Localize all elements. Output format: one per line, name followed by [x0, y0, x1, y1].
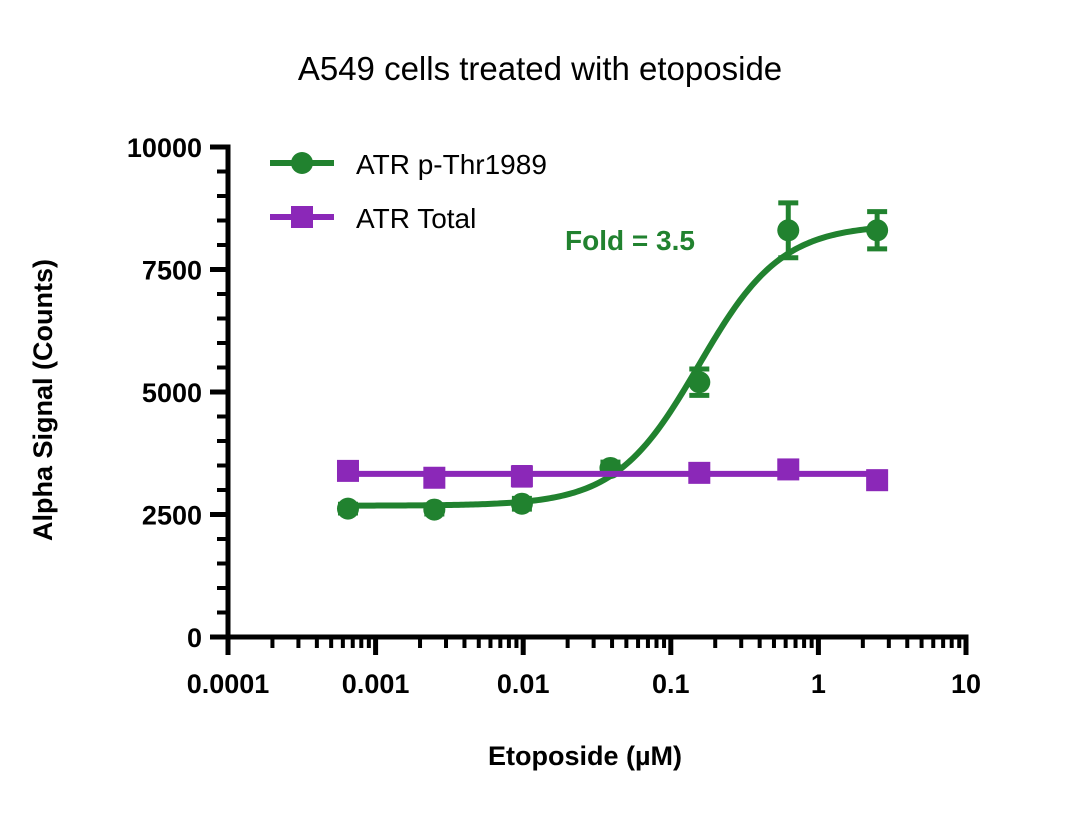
x-axis-ticks: [225, 637, 969, 655]
legend-item-phospho[interactable]: ATR p-Thr1989: [270, 149, 547, 180]
data-point: [866, 469, 889, 492]
legend-marker: [291, 152, 313, 174]
x-axis-tick-labels: 0.0001 0.001 0.01 0.1 1 10: [187, 669, 981, 699]
x-tick-label: 0.01: [497, 669, 550, 699]
data-point: [336, 497, 359, 520]
legend-item-total[interactable]: ATR Total: [270, 203, 476, 234]
legend-marker: [291, 206, 313, 228]
y-tick-label: 10000: [127, 133, 202, 163]
chart-legend: ATR p-Thr1989 ATR Total: [270, 149, 547, 234]
y-tick-label: 0: [187, 623, 202, 653]
axes-spines: [225, 144, 969, 640]
legend-label: ATR p-Thr1989: [356, 149, 547, 180]
y-tick-label: 7500: [142, 256, 202, 286]
y-axis-tick-labels: 0 2500 5000 7500 10000: [127, 133, 202, 653]
data-point: [777, 458, 800, 481]
legend-label: ATR Total: [356, 203, 476, 234]
chart-title: A549 cells treated with etoposide: [298, 50, 782, 87]
data-point: [866, 219, 889, 242]
data-point: [423, 498, 446, 521]
data-point: [777, 219, 800, 242]
x-axis-title: Etoposide (µM): [488, 741, 682, 771]
data-point: [510, 492, 533, 515]
data-point: [688, 461, 711, 484]
data-point: [423, 466, 446, 489]
y-tick-label: 5000: [142, 378, 202, 408]
data-point: [688, 371, 711, 394]
data-series-layer: [336, 200, 889, 521]
y-axis-ticks: [210, 144, 228, 640]
x-tick-label: 0.1: [652, 669, 690, 699]
x-tick-label: 10: [951, 669, 981, 699]
x-tick-label: 0.0001: [187, 669, 270, 699]
data-point: [510, 465, 533, 488]
series-total: [336, 458, 889, 492]
x-tick-label: 1: [811, 669, 826, 699]
y-axis-title: Alpha Signal (Counts): [28, 259, 58, 541]
data-point: [336, 459, 359, 482]
x-tick-label: 0.001: [342, 669, 410, 699]
fold-annotation: Fold = 3.5: [565, 225, 695, 256]
y-tick-label: 2500: [142, 501, 202, 531]
